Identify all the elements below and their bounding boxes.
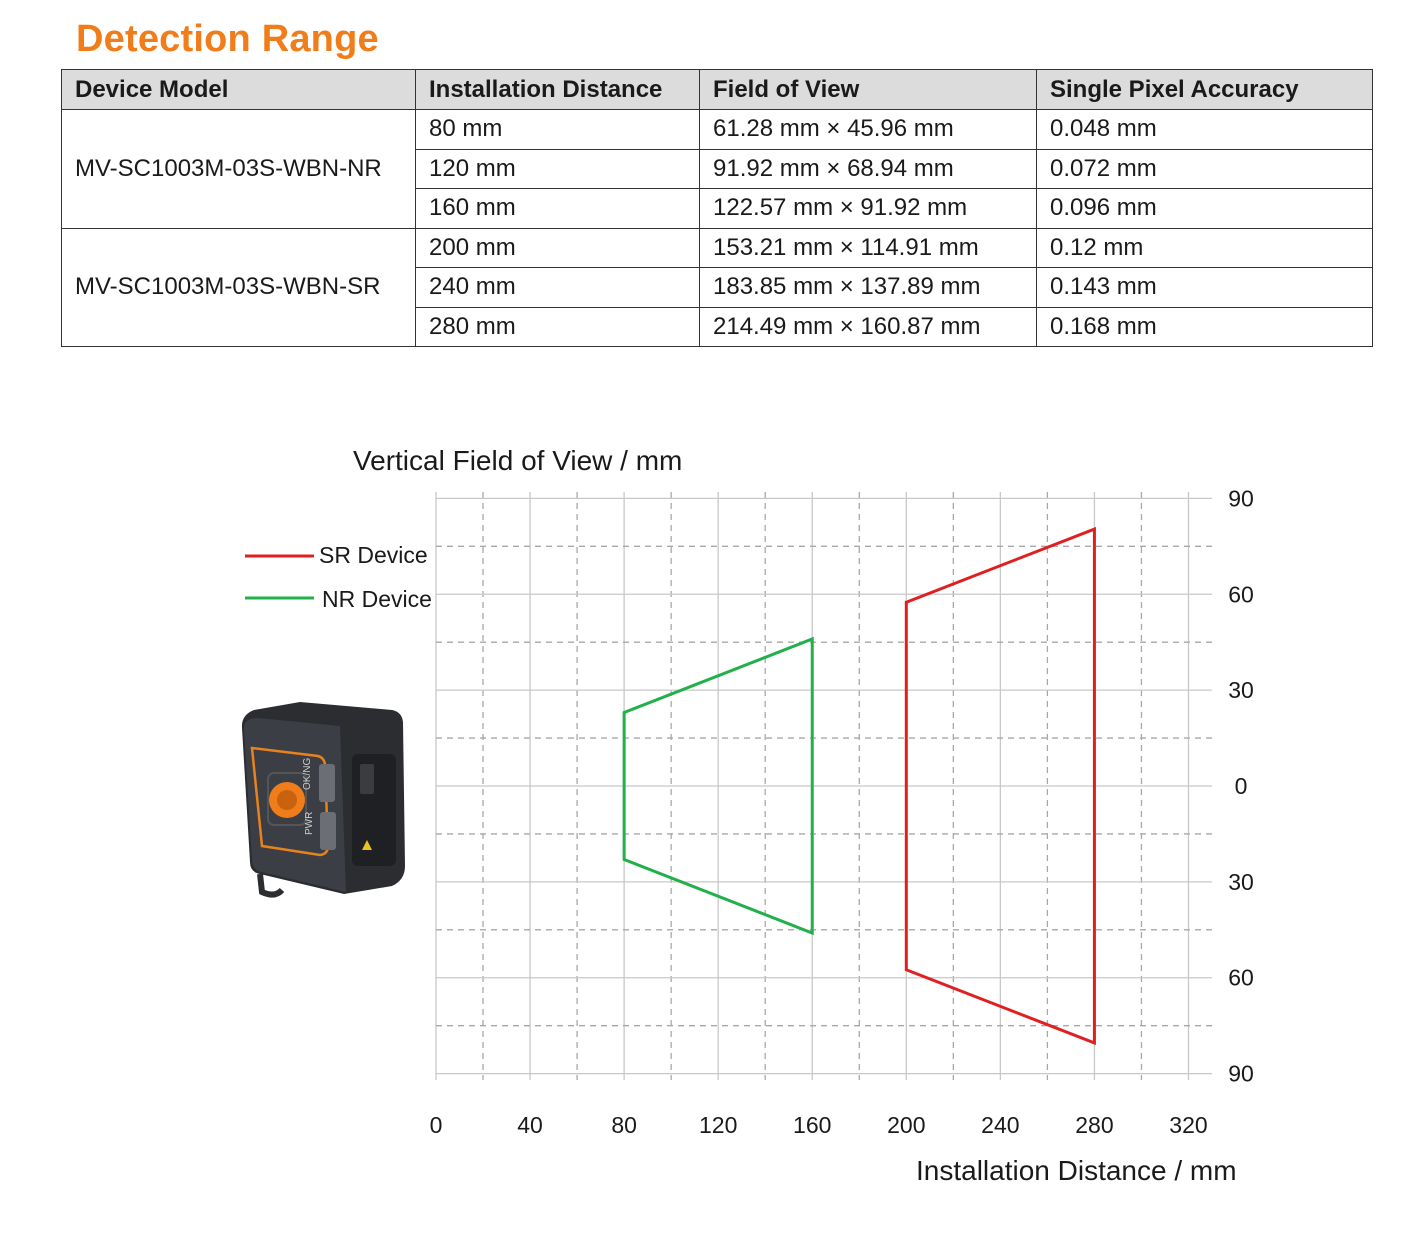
model-cell: MV-SC1003M-03S-WBN-SR [61, 227, 416, 347]
table-row: 280 mm 214.49 mm × 160.87 mm 0.168 mm [62, 306, 1373, 347]
accuracy-cell: 0.143 mm [1036, 267, 1373, 308]
fov-cell: 91.92 mm × 68.94 mm [699, 148, 1037, 189]
distance-cell: 200 mm [415, 227, 700, 268]
accuracy-cell: 0.168 mm [1036, 306, 1373, 347]
table-header-row: Device Model Installation Distance Field… [61, 69, 1373, 110]
page-title: Detection Range [76, 18, 379, 60]
x-axis-label: Installation Distance / mm [916, 1155, 1237, 1186]
y-tick-label: 60 [1228, 965, 1254, 991]
header-installation-distance: Installation Distance [415, 69, 700, 110]
fov-cell: 153.21 mm × 114.91 mm [699, 227, 1037, 268]
distance-cell: 80 mm [415, 109, 700, 150]
chart-series [622, 526, 1096, 1046]
table-row: MV-SC1003M-03S-WBN-NR 80 mm 61.28 mm × 4… [61, 109, 1373, 229]
chart-ticks: 0 40 80 120 160 200 240 280 320 90 60 30 0 30 60 90 [430, 485, 1254, 1138]
x-tick-label: 120 [699, 1112, 737, 1138]
y-tick-label: 0 [1235, 773, 1248, 799]
fov-cell: 122.57 mm × 91.92 mm [699, 188, 1037, 229]
x-tick-label: 40 [517, 1112, 543, 1138]
distance-cell: 160 mm [415, 188, 700, 229]
header-field-of-view: Field of View [699, 69, 1037, 110]
distance-cell: 240 mm [415, 267, 700, 308]
fov-cell: 183.85 mm × 137.89 mm [699, 267, 1037, 308]
accuracy-cell: 0.12 mm [1036, 227, 1373, 268]
accuracy-cell: 0.072 mm [1036, 148, 1373, 189]
accuracy-cell: 0.048 mm [1036, 109, 1373, 150]
y-tick-label: 60 [1228, 581, 1254, 607]
x-tick-label: 320 [1169, 1112, 1207, 1138]
y-tick-label: 30 [1228, 677, 1254, 703]
accuracy-cell: 0.096 mm [1036, 188, 1373, 229]
y-axis-label: Vertical Field of View / mm [353, 445, 682, 476]
y-tick-label: 30 [1228, 869, 1254, 895]
legend-label-nr: NR Device [322, 586, 432, 612]
y-tick-label: 90 [1228, 485, 1254, 511]
x-tick-label: 200 [887, 1112, 925, 1138]
distance-cell: 280 mm [415, 306, 700, 347]
fov-cell: 61.28 mm × 45.96 mm [699, 109, 1037, 150]
header-single-pixel-accuracy: Single Pixel Accuracy [1036, 69, 1373, 110]
x-tick-label: 280 [1075, 1112, 1113, 1138]
detection-range-table: Device Model Installation Distance Field… [61, 69, 1373, 347]
x-tick-label: 160 [793, 1112, 831, 1138]
y-tick-label: 90 [1228, 1061, 1254, 1087]
legend-label-sr: SR Device [319, 542, 428, 568]
table-row: MV-SC1003M-03S-WBN-SR 200 mm 153.21 mm ×… [61, 227, 1373, 347]
fov-cell: 214.49 mm × 160.87 mm [699, 306, 1037, 347]
table-row: 120 mm 91.92 mm × 68.94 mm 0.072 mm [62, 148, 1373, 189]
distance-cell: 120 mm [415, 148, 700, 189]
series-sr-outline [904, 526, 1096, 1046]
device-label-pwr: PWR [304, 812, 315, 835]
chart-grid [435, 492, 1212, 1080]
smart-code-reader-device-icon: OK/NG PWR [241, 702, 405, 898]
x-tick-label: 0 [430, 1112, 443, 1138]
series-nr-outline [622, 636, 814, 936]
chart-legend: SR Device NR Device [245, 542, 432, 612]
header-device-model: Device Model [61, 69, 416, 110]
x-tick-label: 240 [981, 1112, 1019, 1138]
x-tick-label: 80 [611, 1112, 637, 1138]
fov-chart: 0 40 80 120 160 200 240 280 320 90 60 30 0 30 60 90 Ver… [241, 445, 1254, 1186]
device-label-okng: OK/NG [302, 758, 313, 790]
model-cell: MV-SC1003M-03S-WBN-NR [61, 109, 416, 229]
